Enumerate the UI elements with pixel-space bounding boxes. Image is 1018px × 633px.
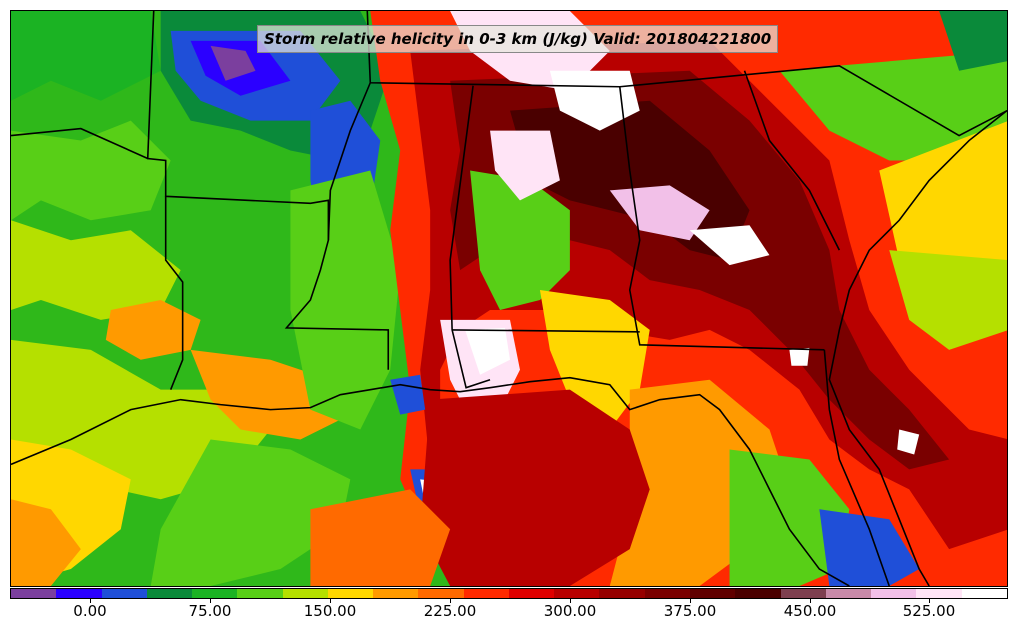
colorbar-segment bbox=[463, 589, 509, 598]
map-area: Storm relative helicity in 0-3 km (J/kg)… bbox=[10, 10, 1008, 587]
colorbar-segment bbox=[282, 589, 328, 598]
colorbar-tick-label: 525.00 bbox=[902, 602, 956, 620]
colorbar-segment bbox=[735, 589, 781, 598]
colorbar-segment bbox=[871, 589, 917, 598]
map-title: Storm relative helicity in 0-3 km (J/kg)… bbox=[257, 25, 779, 53]
colorbar-tick-label: 150.00 bbox=[303, 602, 357, 620]
helicity-field bbox=[11, 11, 1007, 586]
colorbar-segment bbox=[825, 589, 872, 598]
colorbar-segment bbox=[508, 589, 555, 598]
colorbar-segment bbox=[237, 589, 283, 598]
colorbar-tick-label: 0.00 bbox=[73, 602, 107, 620]
colorbar-tick-mark bbox=[690, 599, 691, 603]
colorbar-tick-label: 225.00 bbox=[423, 602, 477, 620]
colorbar-tick-mark bbox=[450, 599, 451, 603]
colorbar-tick-label: 300.00 bbox=[543, 602, 597, 620]
colorbar-tick-mark bbox=[810, 599, 811, 603]
colorbar-segment bbox=[961, 589, 1007, 598]
colorbar-segment bbox=[554, 589, 600, 598]
colorbar-segment bbox=[192, 589, 238, 598]
colorbar-tick-label: 450.00 bbox=[783, 602, 837, 620]
colorbar-tick-mark bbox=[90, 599, 91, 603]
colorbar-tick-mark bbox=[929, 599, 930, 603]
colorbar-ticks: 0.00 75.00 150.00 225.00 300.00 375.00 450.00 5… bbox=[10, 599, 1008, 630]
colorbar-tick-mark bbox=[210, 599, 211, 603]
colorbar-segment bbox=[780, 589, 826, 598]
colorbar-tick-mark bbox=[330, 599, 331, 603]
colorbar-segment bbox=[644, 589, 690, 598]
colorbar-segment bbox=[56, 589, 102, 598]
colorbar-segment bbox=[146, 589, 193, 598]
colorbar-tick-label: 75.00 bbox=[188, 602, 232, 620]
colorbar-segment bbox=[101, 589, 147, 598]
colorbar-tick-label: 375.00 bbox=[663, 602, 717, 620]
colorbar-segment bbox=[11, 589, 57, 598]
colorbar-segment bbox=[599, 589, 645, 598]
colorbar bbox=[10, 588, 1008, 599]
colorbar-segment bbox=[689, 589, 736, 598]
colorbar-segment bbox=[373, 589, 419, 598]
colorbar-tick-mark bbox=[570, 599, 571, 603]
colorbar-segment bbox=[916, 589, 962, 598]
colorbar-segment bbox=[418, 589, 464, 598]
colorbar-segment bbox=[327, 589, 374, 598]
